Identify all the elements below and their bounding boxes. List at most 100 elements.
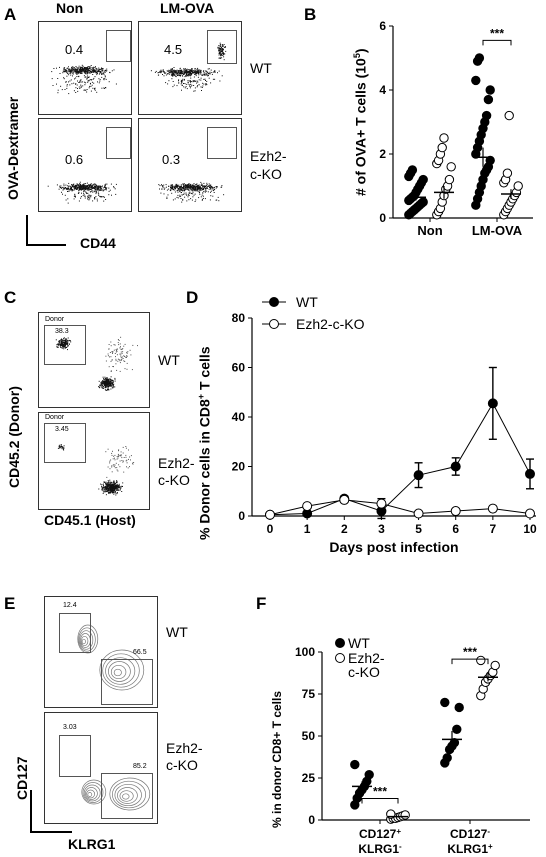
data-point-b xyxy=(418,197,428,207)
x-tick-label-f: CD127+ xyxy=(359,827,401,842)
gate-name: Donor xyxy=(45,414,65,421)
facs-plot-a-non-wt xyxy=(38,21,132,115)
facs-plot-e-ko: 3.03 85.2 xyxy=(44,712,158,824)
gate-box xyxy=(101,773,153,819)
x-tick-label-d: 0 xyxy=(267,522,274,536)
data-point-b xyxy=(446,162,456,172)
data-point-b xyxy=(504,110,514,121)
data-point-b xyxy=(485,155,495,166)
gate-value-c2: 3.45 xyxy=(55,426,69,433)
data-point-b xyxy=(418,174,428,185)
y-tick-label-d: 60 xyxy=(232,361,246,375)
y-tick-label-d: 40 xyxy=(232,410,246,424)
x-axis-arrow-e xyxy=(30,831,72,833)
data-point-d xyxy=(450,506,461,517)
x-tick-label-b: LM-OVA xyxy=(472,223,523,238)
chart-b: 0 2 4 6 Non LM-OVA *** xyxy=(379,19,533,238)
data-point-f xyxy=(476,655,486,666)
y-axis-label-c: CD45.2 (Donor) xyxy=(6,386,22,488)
facs-plot-a-non-ko xyxy=(38,118,132,212)
panel-letter-e: E xyxy=(4,594,16,613)
data-point-b xyxy=(439,133,449,143)
y-axis-arrow-e xyxy=(30,790,32,832)
data-point-b xyxy=(481,110,492,121)
gate-box xyxy=(207,127,237,159)
data-point-d xyxy=(525,508,535,519)
data-point-d xyxy=(376,498,387,509)
gate-value-e3: 3.03 xyxy=(63,724,77,731)
data-point-d xyxy=(413,470,424,481)
sig-bracket-f xyxy=(361,798,399,804)
gate-box xyxy=(59,613,91,653)
facs-plot-a-lm-wt xyxy=(138,21,242,115)
y-axis-arrow-a xyxy=(26,215,28,245)
data-point-b xyxy=(485,85,495,95)
row-label-wt-e: WT xyxy=(166,624,188,640)
y-tick-label-f: 75 xyxy=(302,687,316,701)
facs-plot-c-wt: Donor 38.3 xyxy=(38,312,150,408)
x-tick-label-f: KLRG1- xyxy=(358,842,402,857)
data-point-b xyxy=(444,174,455,185)
panel-letter-c: C xyxy=(4,288,17,307)
gate-value-c1: 38.3 xyxy=(55,328,69,335)
donor-gate xyxy=(44,325,86,365)
legend-label-f: c-KO xyxy=(348,664,380,680)
gate-value-a2: 4.5 xyxy=(164,42,183,57)
y-tick-label-f: 50 xyxy=(302,729,316,743)
sig-label-f: *** xyxy=(463,645,477,659)
gate-box xyxy=(106,30,131,62)
data-point-b xyxy=(502,168,513,178)
donor-gate xyxy=(44,423,86,463)
data-point-f xyxy=(454,702,464,713)
data-point-d xyxy=(413,508,424,519)
data-point-f xyxy=(442,753,452,763)
data-point-f xyxy=(350,759,360,770)
gate-value-e4: 85.2 xyxy=(133,763,147,770)
x-tick-label-d: 5 xyxy=(415,522,422,536)
gate-value-a3: 0.6 xyxy=(65,152,84,167)
sig-bracket-f xyxy=(451,658,489,665)
y-tick-label-f: 100 xyxy=(295,645,315,659)
legend-marker-f xyxy=(335,653,345,663)
panel-letter-b: B xyxy=(304,5,317,24)
y-tick-label-b: 2 xyxy=(379,147,386,161)
row-label-cko-a: c-KO xyxy=(250,166,282,182)
data-point-f xyxy=(400,810,410,820)
data-point-d xyxy=(265,509,275,520)
x-tick-label-d: 1 xyxy=(304,522,311,536)
x-axis-label-c: CD45.1 (Host) xyxy=(44,512,136,528)
data-point-d xyxy=(487,398,498,409)
data-point-d xyxy=(302,501,313,512)
gate-box xyxy=(207,30,237,64)
data-point-f xyxy=(440,697,450,708)
gate-box xyxy=(101,659,153,705)
x-tick-label-d: 7 xyxy=(490,522,497,536)
col-label-non: Non xyxy=(56,0,84,16)
y-tick-label-f: 25 xyxy=(302,771,316,785)
gate-name: Donor xyxy=(45,316,65,323)
x-tick-label-d: 6 xyxy=(452,522,459,536)
row-label-ezh2-c: Ezh2- xyxy=(158,455,195,471)
legend-label-f: Ezh2- xyxy=(348,650,385,666)
data-point-f xyxy=(364,769,374,780)
panel-letter-a: A xyxy=(4,5,17,24)
x-tick-label-d: 10 xyxy=(523,522,537,536)
data-point-b xyxy=(471,75,481,86)
sig-label-b: *** xyxy=(490,26,504,40)
data-point-d xyxy=(450,461,461,472)
y-tick-label-b: 6 xyxy=(379,19,386,33)
row-label-ezh2-e: Ezh2- xyxy=(166,740,203,756)
y-axis-label-a: OVA-Dextramer xyxy=(5,96,21,200)
panel-letter-d: D xyxy=(186,288,199,307)
x-axis-arrow-a xyxy=(26,244,66,246)
col-label-lm-ova: LM-OVA xyxy=(160,0,215,16)
chart-d: 0 20 40 60 80 0 1 2 3 5 6 7 10 Days post infection WT E… xyxy=(232,294,537,555)
data-point-b xyxy=(513,181,523,191)
y-tick-label-b: 0 xyxy=(379,211,386,225)
legend-marker-d xyxy=(269,297,279,307)
x-tick-label-f: CD127- xyxy=(450,827,490,842)
data-point-b xyxy=(437,142,447,153)
y-tick-label-d: 0 xyxy=(238,509,245,523)
gate-value-e1: 12.4 xyxy=(63,602,77,609)
